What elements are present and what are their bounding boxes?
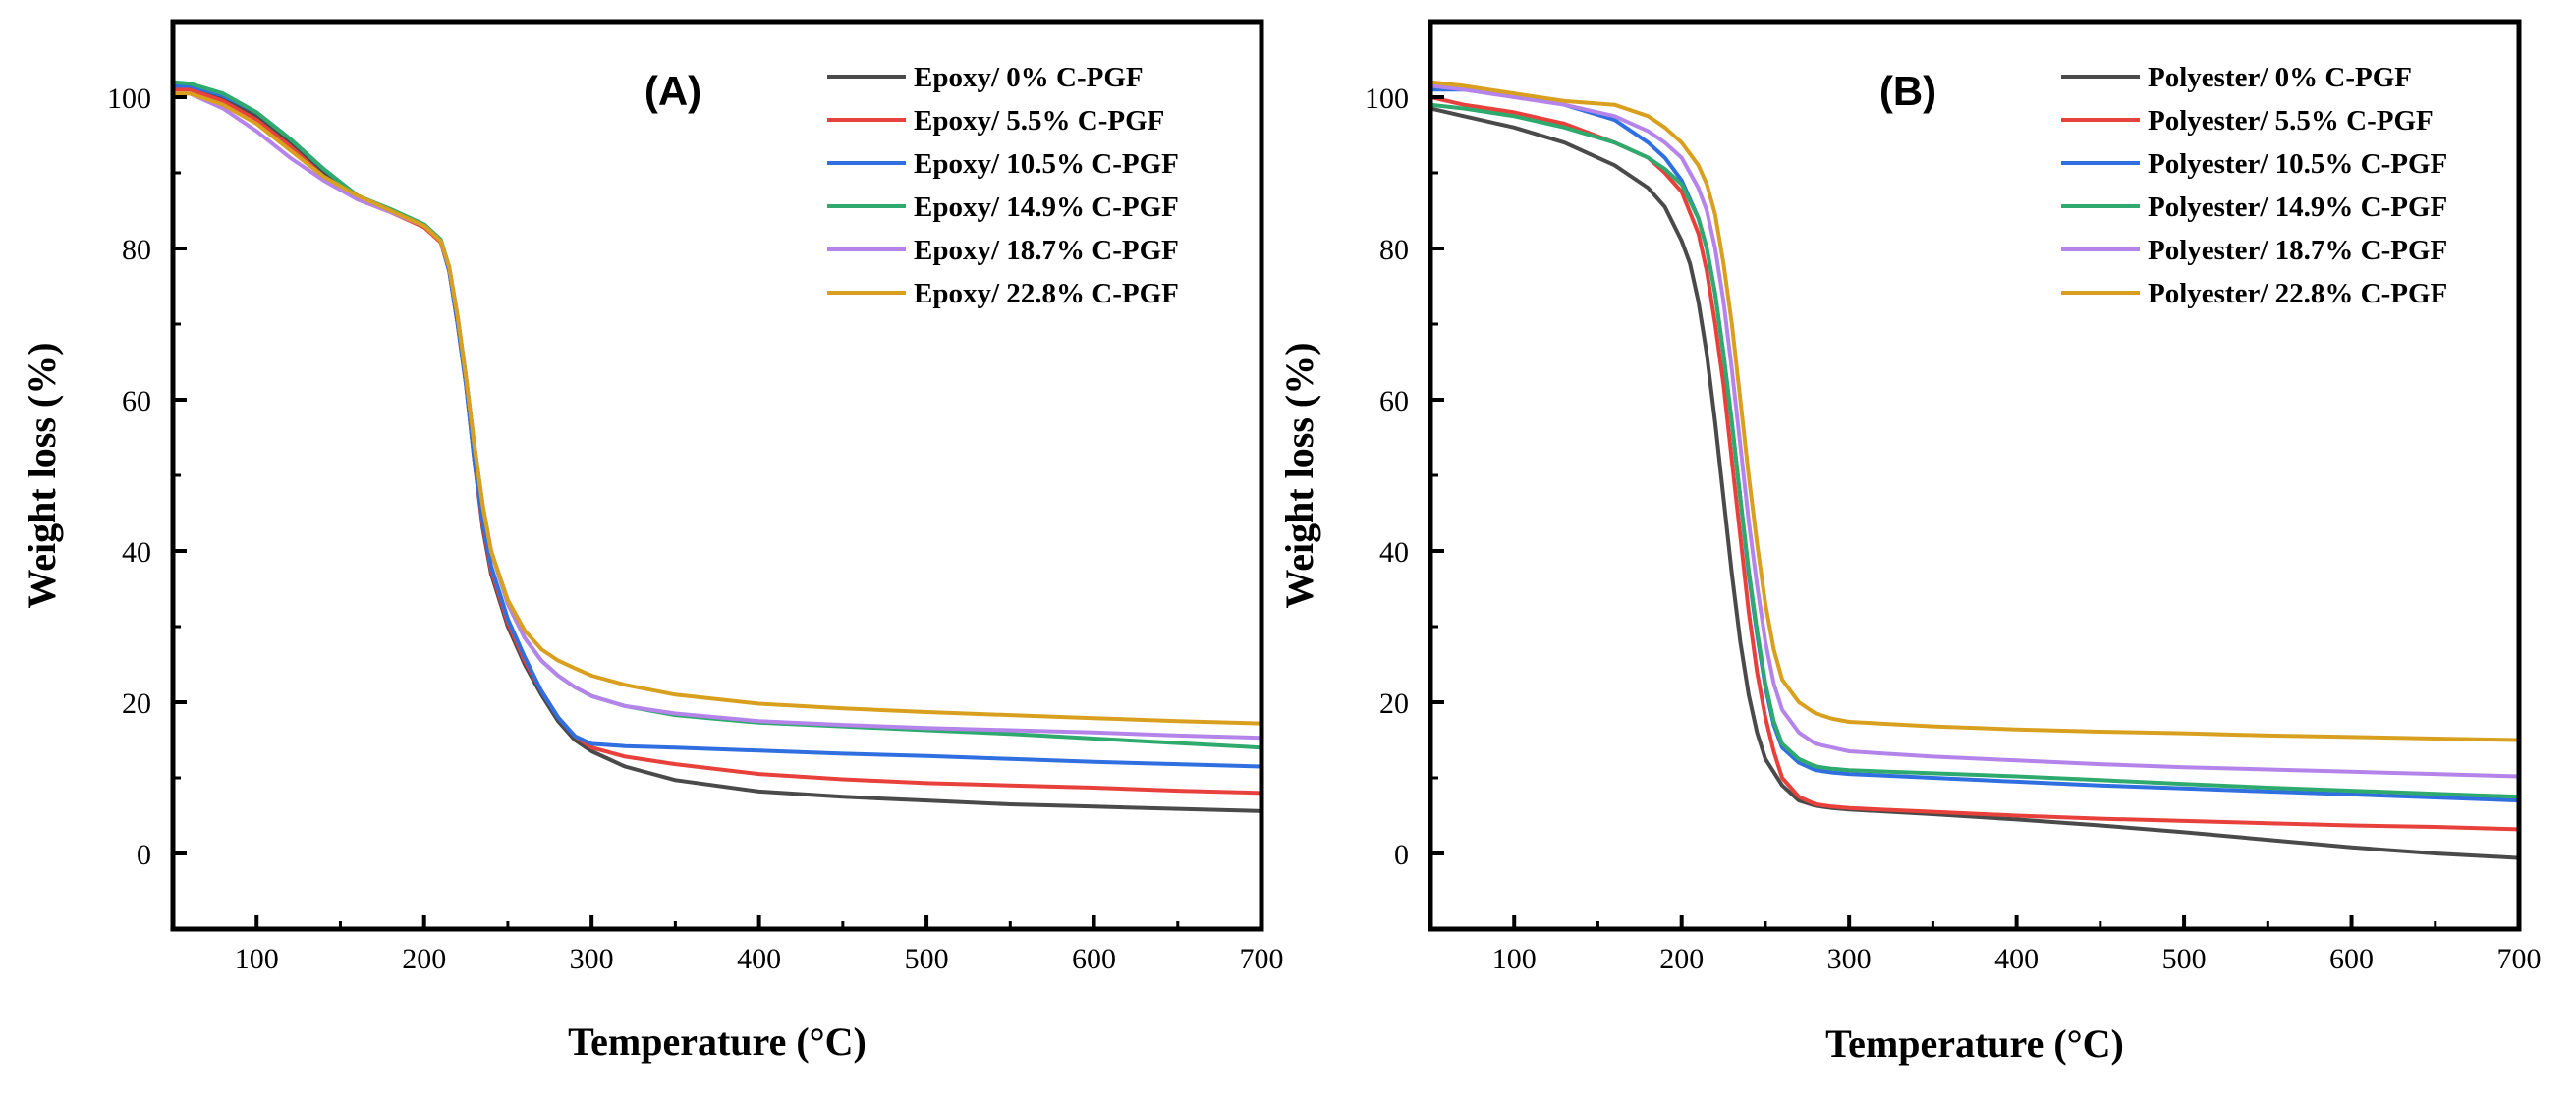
series-line-b-0 [1430, 106, 2519, 860]
y-tick-label-b-20: 20 [1379, 687, 1409, 720]
y-tick-label-b-80: 80 [1379, 234, 1409, 266]
x-tick-label-b-400: 400 [1994, 943, 2039, 975]
legend-label-a-2: Epoxy/ 10.5% C-PGF [914, 148, 1179, 180]
y-tick-label-b-60: 60 [1379, 385, 1409, 417]
chart-panel-b: 100 200 300 400 500 600 700 0 20 40 60 80 100 Tempera… [1277, 19, 2542, 1066]
x-tick-label-a-600: 600 [1072, 943, 1116, 975]
legend-label-b-4: Polyester/ 18.7% C-PGF [2148, 235, 2447, 266]
y-tick-label-b-0: 0 [1394, 839, 1409, 871]
series-line-b-4 [1430, 83, 2519, 779]
series-line-b-3 [1430, 102, 2519, 799]
x-tick-label-b-500: 500 [2162, 943, 2207, 975]
legend-label-a-1: Epoxy/ 5.5% C-PGF [914, 105, 1164, 137]
chart-panel-a: 100 200 300 400 500 600 700 0 20 40 60 80 100 Tempera… [20, 19, 1284, 1064]
legend-label-b-0: Polyester/ 0% C-PGF [2148, 62, 2412, 93]
legend-b: Polyester/ 0% C-PGF Polyester/ 5.5% C-PGF… [2061, 62, 2447, 309]
series-line-a-4 [173, 91, 1261, 741]
legend-label-a-5: Epoxy/ 22.8% C-PGF [914, 278, 1179, 309]
legend-a: Epoxy/ 0% C-PGF Epoxy/ 5.5% C-PGF Epoxy/ 1… [827, 62, 1179, 309]
legend-label-b-2: Polyester/ 10.5% C-PGF [2148, 148, 2447, 180]
panel-label-b: (B) [1879, 68, 1936, 114]
x-tick-label-a-300: 300 [570, 943, 614, 975]
legend-label-a-3: Epoxy/ 14.9% C-PGF [914, 192, 1179, 223]
x-tick-label-a-700: 700 [1240, 943, 1284, 975]
x-tick-label-b-200: 200 [1659, 943, 1704, 975]
x-tick-label-a-400: 400 [737, 943, 781, 975]
x-axis-title-a: Temperature (°C) [568, 1019, 867, 1064]
legend-label-b-1: Polyester/ 5.5% C-PGF [2148, 105, 2434, 137]
legend-label-a-4: Epoxy/ 18.7% C-PGF [914, 235, 1179, 266]
series-group-b [1430, 80, 2519, 860]
y-tick-label-a-80: 80 [122, 234, 151, 266]
y-tick-label-a-60: 60 [122, 385, 151, 417]
x-tick-label-b-600: 600 [2329, 943, 2374, 975]
series-group-a [173, 80, 1261, 813]
legend-label-a-0: Epoxy/ 0% C-PGF [914, 62, 1144, 93]
panel-label-a: (A) [644, 68, 701, 114]
series-line-a-5 [173, 91, 1261, 726]
y-axis-title-a: Weight loss (%) [20, 342, 64, 608]
legend-label-b-5: Polyester/ 22.8% C-PGF [2148, 278, 2447, 309]
y-tick-label-a-100: 100 [107, 82, 151, 115]
series-line-b-5 [1430, 80, 2519, 742]
x-axis-title-b: Temperature (°C) [1825, 1021, 2124, 1066]
y-axis-title-b: Weight loss (%) [1277, 342, 1321, 608]
x-tick-label-b-700: 700 [2497, 943, 2542, 975]
x-tick-label-a-100: 100 [235, 943, 279, 975]
x-tick-label-a-200: 200 [402, 943, 446, 975]
x-tick-label-a-500: 500 [905, 943, 949, 975]
legend-label-b-3: Polyester/ 14.9% C-PGF [2148, 192, 2447, 223]
y-tick-label-a-20: 20 [122, 687, 151, 720]
y-tick-label-a-0: 0 [137, 839, 151, 871]
y-tick-label-a-40: 40 [122, 536, 151, 569]
x-tick-label-b-300: 300 [1827, 943, 1872, 975]
x-tick-label-b-100: 100 [1492, 943, 1537, 975]
y-tick-label-b-40: 40 [1379, 536, 1409, 569]
y-tick-label-b-100: 100 [1365, 82, 1409, 115]
